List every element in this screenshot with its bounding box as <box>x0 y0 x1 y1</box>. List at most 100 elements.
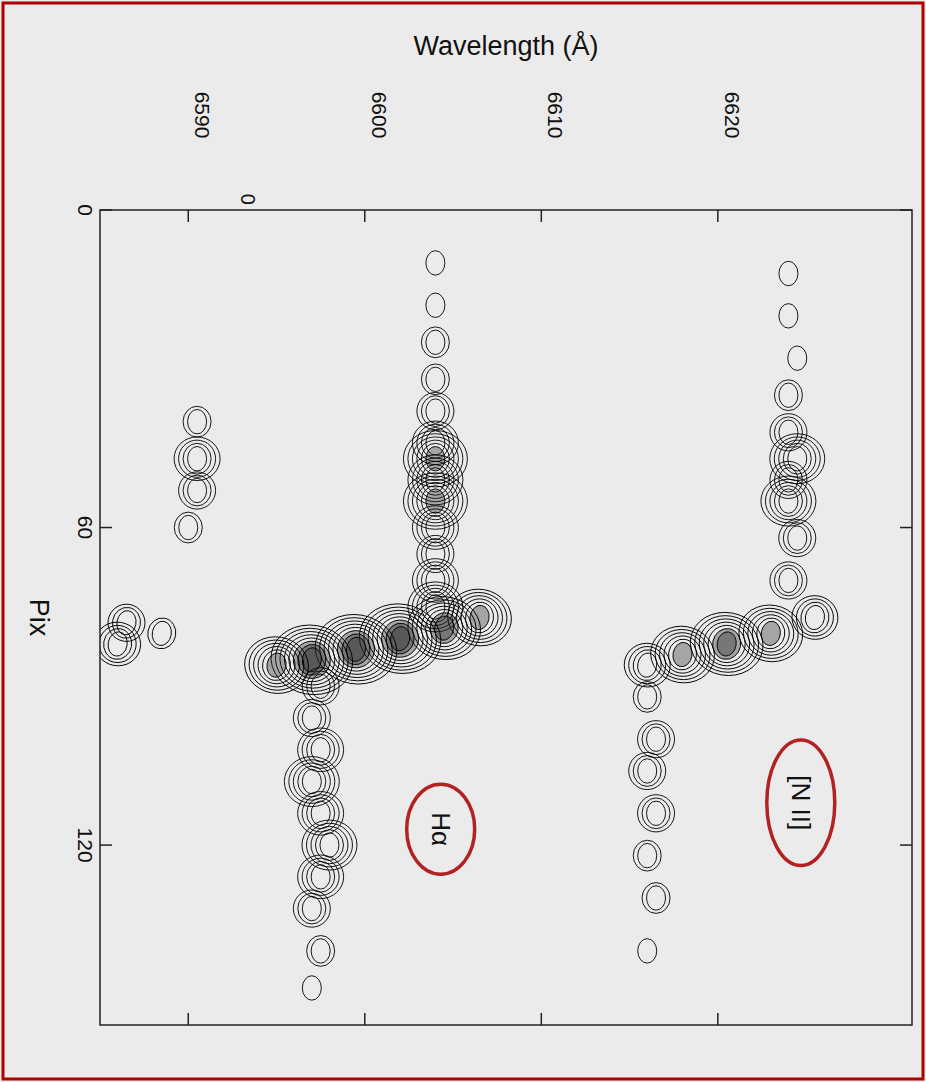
contour-line <box>788 447 807 471</box>
contour-line <box>426 568 445 592</box>
annotation: [N II] <box>786 775 816 830</box>
contour-line <box>302 858 339 895</box>
contour-line <box>770 482 807 519</box>
contour-line <box>638 795 675 832</box>
contour-line <box>798 600 831 635</box>
contour-line <box>761 476 816 526</box>
contour-line <box>770 562 807 599</box>
contour-knot <box>100 618 144 669</box>
contour-line <box>421 364 449 395</box>
contour-line <box>174 512 202 543</box>
contour-line <box>384 621 417 656</box>
contour-line <box>302 795 339 832</box>
contour-line <box>621 640 674 691</box>
contour-line <box>426 251 445 275</box>
contour-knot <box>779 520 816 557</box>
contour-line <box>412 559 458 603</box>
contour-knot <box>293 890 330 927</box>
contour-knot <box>779 304 798 328</box>
y-tick <box>900 844 912 846</box>
contour-line <box>636 651 659 678</box>
contour-line <box>426 515 445 539</box>
contour-line <box>774 486 802 517</box>
contour-line <box>421 327 449 358</box>
contour-line <box>255 644 298 687</box>
x-tick <box>541 210 543 222</box>
contour-line <box>647 886 666 910</box>
contour-line <box>293 763 330 800</box>
contour-line <box>426 399 445 423</box>
plot-frame <box>100 210 912 1025</box>
contour-line <box>421 396 449 427</box>
y-tick <box>900 527 912 529</box>
contour-line <box>245 636 308 695</box>
contour-knot <box>145 616 178 651</box>
label-patch <box>785 746 817 860</box>
contour-line <box>293 890 330 927</box>
x-axis-title: Wavelength (Å) <box>413 30 598 61</box>
highlight-ellipse <box>767 740 835 866</box>
contour-line <box>412 479 458 523</box>
annotation: 0 <box>237 194 259 205</box>
contour-line <box>302 896 321 920</box>
contour-line <box>783 443 811 474</box>
contour-line <box>307 671 335 702</box>
contour-line <box>647 727 666 751</box>
y-tick <box>100 527 112 529</box>
contour-line <box>695 615 758 674</box>
x-tick <box>188 1013 190 1025</box>
contour-knot <box>788 346 807 370</box>
contour-line <box>188 447 207 471</box>
contour-line <box>633 840 661 871</box>
contour-knot <box>770 461 807 498</box>
contour-line <box>174 437 220 481</box>
contour-knot <box>421 327 449 358</box>
contour-line <box>412 437 458 481</box>
contour-line <box>671 641 694 668</box>
contour-line <box>188 478 207 502</box>
contour-line <box>774 565 802 596</box>
contour-line <box>788 346 807 370</box>
contour-line <box>311 865 330 889</box>
x-tick <box>717 210 719 222</box>
contour-line <box>408 476 463 526</box>
contour-line <box>150 620 173 647</box>
contour-knot <box>642 883 670 914</box>
contour-line <box>307 861 335 892</box>
contour-line <box>633 756 661 787</box>
contour-line <box>265 651 288 678</box>
contour-knot <box>426 293 445 317</box>
contour-line <box>638 759 657 783</box>
contour-line <box>793 596 836 639</box>
x-tick <box>364 1013 366 1025</box>
contour-line <box>700 618 753 669</box>
contour-line <box>666 637 699 672</box>
contour-line <box>302 668 339 705</box>
x-tick-label: 6600 <box>368 92 391 139</box>
contour-line <box>779 520 816 557</box>
contour-knot <box>633 840 661 871</box>
contour-line <box>284 757 339 807</box>
contour-knot <box>174 437 220 481</box>
x-tick <box>364 210 366 222</box>
contour-knot <box>403 431 467 487</box>
contour-line <box>774 380 802 411</box>
contour-line <box>183 475 211 506</box>
contour-knot <box>412 559 458 603</box>
contour-line <box>779 440 816 477</box>
contour-line <box>739 604 802 663</box>
contour-line <box>629 752 666 789</box>
contour-line <box>298 703 326 734</box>
contour-line <box>633 681 661 712</box>
contour-line <box>325 620 388 679</box>
contour-line <box>100 622 139 665</box>
contour-line <box>311 801 330 825</box>
contour-knot <box>779 261 798 285</box>
contour-knot <box>284 757 339 807</box>
x-tick <box>541 1013 543 1025</box>
background <box>0 0 926 1082</box>
contour-line <box>307 734 335 765</box>
contour-line <box>110 605 143 640</box>
contour-line <box>188 409 207 433</box>
contour-line <box>302 976 321 1000</box>
